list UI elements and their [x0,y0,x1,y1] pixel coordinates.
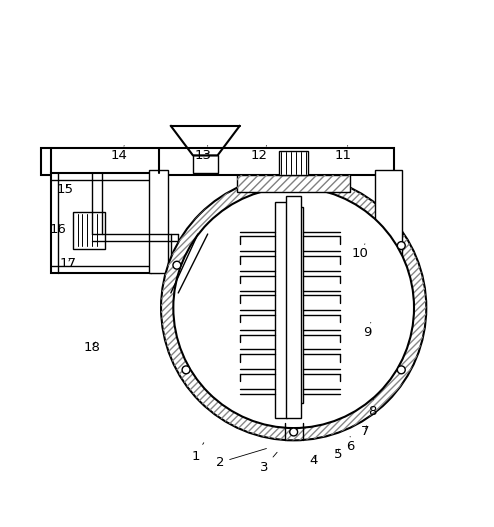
Text: 9: 9 [363,323,371,339]
Text: 6: 6 [346,436,354,453]
Circle shape [173,261,181,269]
Text: 3: 3 [260,452,277,474]
Text: 10: 10 [352,244,369,260]
Text: 13: 13 [194,145,211,162]
Circle shape [173,188,414,428]
Bar [73,212,105,249]
Bar [149,170,168,274]
Text: 11: 11 [334,145,351,162]
Circle shape [161,175,426,441]
Bar [279,151,308,175]
Text: 5: 5 [333,447,342,461]
Bar [193,155,217,173]
Bar [237,175,350,192]
Text: 12: 12 [251,145,268,162]
Circle shape [397,242,405,249]
Bar [375,170,402,274]
Bar [293,207,303,404]
Bar [41,148,394,175]
Bar [237,175,350,192]
Text: 14: 14 [111,145,128,162]
Bar [50,173,159,274]
Bar [232,224,301,268]
Circle shape [290,180,297,188]
Text: 2: 2 [216,448,266,469]
Bar [276,202,288,418]
Text: 18: 18 [84,340,101,354]
Text: 7: 7 [361,425,369,438]
Bar [287,196,301,418]
Text: 16: 16 [49,222,66,236]
Circle shape [182,366,190,374]
Circle shape [290,428,297,436]
Text: 1: 1 [191,443,204,463]
Text: 8: 8 [368,398,376,418]
Text: 4: 4 [309,454,318,467]
Text: 17: 17 [59,257,76,270]
Circle shape [397,366,405,374]
Text: 15: 15 [57,183,74,197]
